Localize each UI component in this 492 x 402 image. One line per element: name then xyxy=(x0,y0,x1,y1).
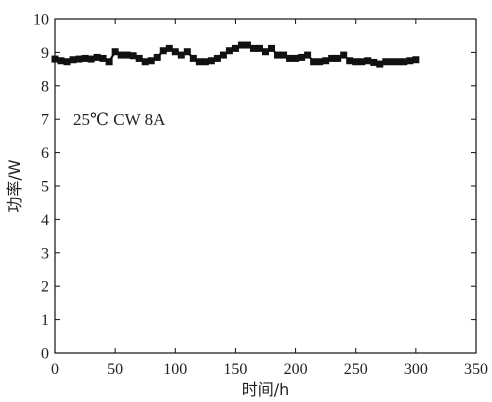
data-point xyxy=(111,48,119,56)
data-point xyxy=(75,55,83,63)
data-point xyxy=(249,44,257,52)
data-point xyxy=(81,54,89,62)
x-tick-label: 0 xyxy=(51,361,59,378)
data-layer xyxy=(51,41,420,68)
x-tick-label: 200 xyxy=(284,361,308,378)
x-tick-label: 250 xyxy=(344,361,368,378)
data-point xyxy=(406,57,414,65)
data-point xyxy=(117,51,125,59)
data-point xyxy=(231,44,239,52)
chart-annotation: 25℃ CW 8A xyxy=(73,110,166,129)
data-point xyxy=(129,52,137,60)
data-point xyxy=(394,58,402,66)
data-point xyxy=(99,54,107,62)
data-point xyxy=(364,57,372,65)
data-point xyxy=(292,54,300,62)
plot-frame xyxy=(54,18,477,354)
data-point xyxy=(159,47,167,55)
data-point xyxy=(358,58,366,66)
data-point xyxy=(280,51,288,59)
y-tick-label: 4 xyxy=(41,212,49,229)
data-point xyxy=(123,51,131,59)
x-axis-title: 时间/h xyxy=(242,380,290,399)
y-tick-label: 2 xyxy=(41,279,49,296)
data-point xyxy=(201,58,209,66)
data-point xyxy=(243,41,251,49)
data-point xyxy=(388,58,396,66)
data-point xyxy=(268,44,276,52)
data-point xyxy=(376,60,384,68)
x-tick-label: 350 xyxy=(464,361,488,378)
y-tick-label: 5 xyxy=(41,179,49,196)
ticks-layer: 0 50 100 150 200 250 300 350 0 1 2 3 4 5 6 7 8 9 10 xyxy=(33,12,488,379)
data-point xyxy=(298,53,306,61)
y-tick-label: 9 xyxy=(41,45,49,62)
data-point xyxy=(346,57,354,65)
data-point xyxy=(274,51,282,59)
data-point xyxy=(207,57,215,65)
data-point xyxy=(255,44,263,52)
data-point xyxy=(213,54,221,62)
data-point xyxy=(219,51,227,59)
y-tick-label: 6 xyxy=(41,145,49,162)
data-point xyxy=(352,58,360,66)
data-point xyxy=(237,41,245,49)
data-point xyxy=(141,58,149,66)
y-tick-label: 10 xyxy=(33,12,49,29)
x-tick-label: 100 xyxy=(163,361,187,378)
data-point xyxy=(153,53,161,61)
data-point xyxy=(177,51,185,59)
data-point xyxy=(262,48,269,56)
data-point xyxy=(316,58,324,66)
data-point xyxy=(183,48,191,56)
x-tick-label: 50 xyxy=(107,361,123,378)
data-point xyxy=(69,56,77,64)
y-tick-label: 0 xyxy=(41,346,49,363)
y-axis-title: 功率/W xyxy=(5,159,24,212)
data-point xyxy=(310,58,318,66)
data-point xyxy=(147,57,155,65)
data-point xyxy=(322,57,330,65)
data-point xyxy=(195,58,203,66)
data-point xyxy=(334,54,342,62)
data-point xyxy=(382,58,390,66)
data-point xyxy=(87,55,95,63)
y-tick-label: 8 xyxy=(41,78,49,95)
data-point xyxy=(57,57,65,65)
data-point xyxy=(225,47,233,55)
data-point xyxy=(412,56,420,64)
x-tick-label: 300 xyxy=(404,361,428,378)
data-point xyxy=(165,44,173,52)
data-point xyxy=(93,53,101,61)
y-tick-label: 3 xyxy=(41,245,49,262)
data-point xyxy=(189,54,197,62)
data-point xyxy=(370,58,378,66)
x-tick-label: 150 xyxy=(223,361,247,378)
data-point xyxy=(328,54,336,62)
data-point xyxy=(171,48,179,56)
data-point xyxy=(340,51,348,59)
data-point xyxy=(304,51,312,59)
data-point xyxy=(286,54,294,62)
data-point xyxy=(63,58,71,66)
y-tick-label: 7 xyxy=(41,112,49,129)
data-point xyxy=(105,58,113,66)
y-tick-label: 1 xyxy=(41,312,49,329)
data-point xyxy=(135,54,143,62)
data-point xyxy=(400,58,408,66)
